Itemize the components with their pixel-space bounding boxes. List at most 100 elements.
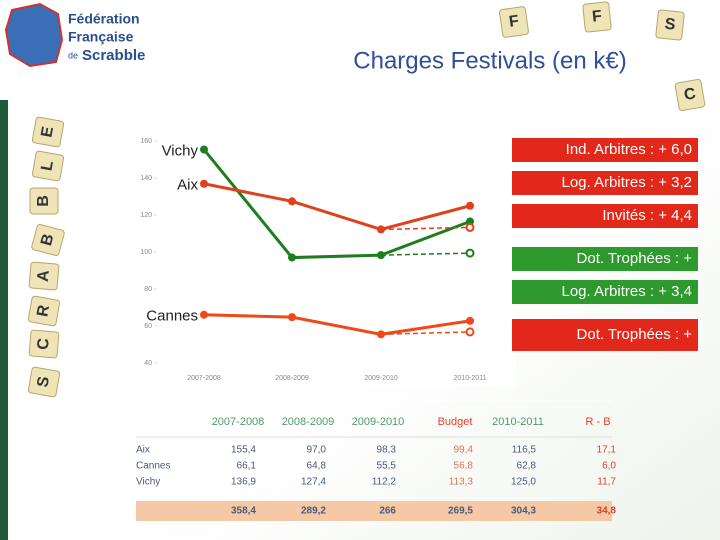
budget-line xyxy=(380,252,471,256)
note-box xyxy=(512,171,698,195)
x-tick-label: 2007-2008 xyxy=(187,375,221,382)
row-label: Cannes xyxy=(136,461,170,472)
table-header: 2007-2008 xyxy=(212,416,265,428)
table-cell: 99,4 xyxy=(454,445,474,456)
series-label: Aix xyxy=(177,177,198,194)
tile-face xyxy=(674,78,706,112)
x-tick-label: 2009-2010 xyxy=(364,375,398,382)
logo-text: Scrabble xyxy=(82,47,145,64)
note-text: Dot. Trophées : + xyxy=(577,250,693,267)
tile: L xyxy=(31,150,65,182)
point xyxy=(466,201,474,210)
table-header: 2008-2009 xyxy=(282,416,335,428)
series-line xyxy=(202,148,471,260)
point xyxy=(377,251,385,260)
table-cell: 56,8 xyxy=(454,461,474,472)
table-cell: 17,1 xyxy=(597,445,617,456)
tile: R xyxy=(27,295,61,327)
y-tick-label: 40 xyxy=(144,360,152,367)
point xyxy=(377,225,385,234)
tile-face xyxy=(29,187,59,215)
point xyxy=(466,316,474,325)
table-header: R - B xyxy=(585,416,610,428)
tile-face xyxy=(27,366,61,398)
budget-line xyxy=(380,226,471,231)
note-text: Log. Arbitres : + 3,2 xyxy=(562,174,693,191)
row-label: Vichy xyxy=(136,477,160,488)
tile-letter: C xyxy=(683,85,698,104)
table-cell: 127,4 xyxy=(301,477,326,488)
note-text: Log. Arbitres : + 3,4 xyxy=(562,283,693,300)
chart-area xyxy=(136,137,516,387)
tile-face xyxy=(28,261,60,291)
row-label: Aix xyxy=(136,445,150,456)
tile-letter: A xyxy=(35,269,53,282)
logo-text: Fédération xyxy=(68,11,140,27)
tile: S xyxy=(27,366,61,398)
point xyxy=(200,145,208,154)
note-box xyxy=(512,204,698,228)
point xyxy=(288,197,296,206)
table-cell: 125,0 xyxy=(511,477,536,488)
tile-letter: B xyxy=(38,232,57,248)
logo-text: de xyxy=(68,50,78,60)
total-cell: 269,5 xyxy=(448,506,473,517)
note-box xyxy=(512,138,698,162)
budget-line xyxy=(380,331,471,336)
tile: F xyxy=(582,1,612,33)
side-strip xyxy=(0,100,8,540)
tile-face xyxy=(31,150,65,182)
table-cell: 155,4 xyxy=(231,445,256,456)
point xyxy=(288,253,296,262)
tile-letter: S xyxy=(664,16,677,34)
tile-letter: R xyxy=(34,303,53,318)
logo-map xyxy=(4,2,64,68)
table-cell: 55,5 xyxy=(377,461,397,472)
point xyxy=(377,330,385,339)
y-tick-label: 80 xyxy=(144,286,152,293)
table-cell: 98,3 xyxy=(377,445,397,456)
series-label: Vichy xyxy=(162,142,199,159)
series-line xyxy=(203,182,471,231)
tile-face xyxy=(499,6,529,38)
note-box xyxy=(512,319,698,351)
tile-letter: L xyxy=(39,159,57,172)
tile: B xyxy=(29,187,59,215)
total-cell: 289,2 xyxy=(301,506,326,517)
tile-letter: F xyxy=(591,8,603,26)
table-cell: 113,3 xyxy=(449,477,474,488)
table-header: 2009-2010 xyxy=(352,416,405,428)
budget-point xyxy=(465,327,475,337)
table-cell: 62,8 xyxy=(517,461,537,472)
tile: C xyxy=(28,329,60,359)
tile-face xyxy=(28,329,60,359)
tile: E xyxy=(31,116,65,148)
tile-letter: C xyxy=(35,337,53,350)
total-band xyxy=(136,501,612,521)
y-tick-label: 100 xyxy=(140,249,152,256)
table-cell: 97,0 xyxy=(307,445,327,456)
y-tick-label: 60 xyxy=(144,323,152,330)
point xyxy=(200,310,208,319)
table-cell: 116,5 xyxy=(512,445,537,456)
y-tick-label: 160 xyxy=(140,138,152,145)
tile: F xyxy=(499,6,529,38)
series-label: Cannes xyxy=(146,308,198,325)
tile-letter: E xyxy=(38,125,57,139)
table-cell: 6,0 xyxy=(602,461,616,472)
point xyxy=(200,179,208,188)
budget-point xyxy=(465,248,475,258)
tile-letter: S xyxy=(34,375,53,389)
tile: B xyxy=(31,223,65,257)
table-cell: 64,8 xyxy=(307,461,327,472)
tile-letter: B xyxy=(35,195,52,207)
note-box xyxy=(512,280,698,304)
x-tick-label: 2008-2009 xyxy=(275,375,309,382)
tile-letter: F xyxy=(508,13,520,31)
tile: A xyxy=(28,261,60,291)
note-text: Dot. Trophées : + xyxy=(577,326,693,343)
tile-face xyxy=(27,295,61,327)
y-tick-label: 140 xyxy=(140,175,152,182)
table-cell: 112,2 xyxy=(372,477,397,488)
